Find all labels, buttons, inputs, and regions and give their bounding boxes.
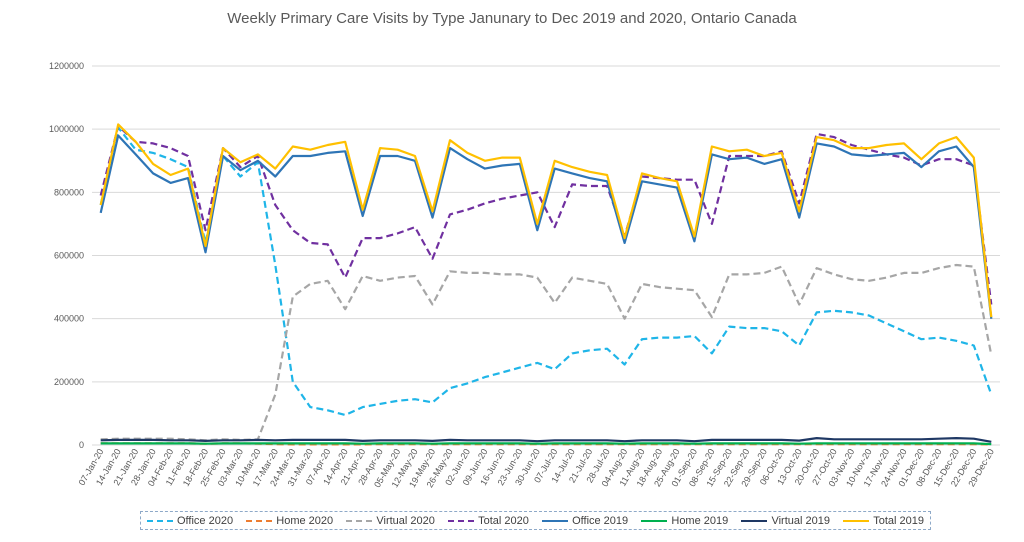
legend-swatch — [346, 519, 373, 522]
series-line-office-2019 — [99, 134, 993, 319]
y-tick-label: 1000000 — [49, 124, 84, 134]
series-line-total-2020 — [99, 124, 993, 305]
y-tick-label: 0 — [79, 440, 84, 450]
legend-item: Office 2019 — [542, 515, 628, 527]
legend-label: Home 2020 — [276, 514, 334, 527]
legend-label: Home 2019 — [671, 514, 729, 527]
legend-label: Total 2020 — [478, 514, 529, 527]
legend-item: Total 2019 — [843, 515, 924, 527]
legend-item: Virtual 2019 — [741, 515, 830, 527]
legend-swatch — [741, 519, 768, 522]
legend-swatch — [843, 519, 870, 522]
legend-item: Total 2020 — [448, 515, 529, 527]
legend-item: Home 2019 — [641, 515, 728, 527]
legend-swatch — [448, 519, 475, 522]
legend-swatch — [542, 519, 569, 522]
legend-label: Office 2020 — [177, 514, 234, 527]
legend-swatch — [246, 519, 273, 522]
chart-title: Weekly Primary Care Visits by Type Janun… — [227, 10, 797, 27]
legend-label: Virtual 2019 — [771, 514, 830, 527]
chart-legend: Office 2020 Home 2020 Virtual 2020 Total 20… — [140, 511, 931, 530]
legend-swatch — [147, 519, 173, 522]
y-tick-label: 200000 — [54, 377, 84, 387]
legend-item: Home 2020 — [246, 515, 333, 527]
series-line-virtual-2020 — [100, 263, 993, 442]
series-line-virtual-2019 — [100, 437, 992, 443]
legend-label: Office 2019 — [572, 514, 629, 527]
series-line-office-2020 — [99, 126, 993, 417]
series-line-home-2019 — [100, 442, 992, 446]
legend-item: Virtual 2020 — [346, 515, 435, 527]
legend-item: Office 2020 — [147, 515, 233, 527]
legend-label: Virtual 2020 — [376, 514, 435, 527]
legend-label: Total 2019 — [873, 514, 924, 527]
y-tick-label: 800000 — [54, 187, 84, 197]
series-line-total-2019 — [99, 123, 993, 318]
y-tick-label: 1200000 — [49, 61, 84, 71]
legend-swatch — [641, 519, 668, 522]
y-tick-label: 600000 — [54, 251, 84, 261]
y-tick-label: 400000 — [54, 314, 84, 324]
